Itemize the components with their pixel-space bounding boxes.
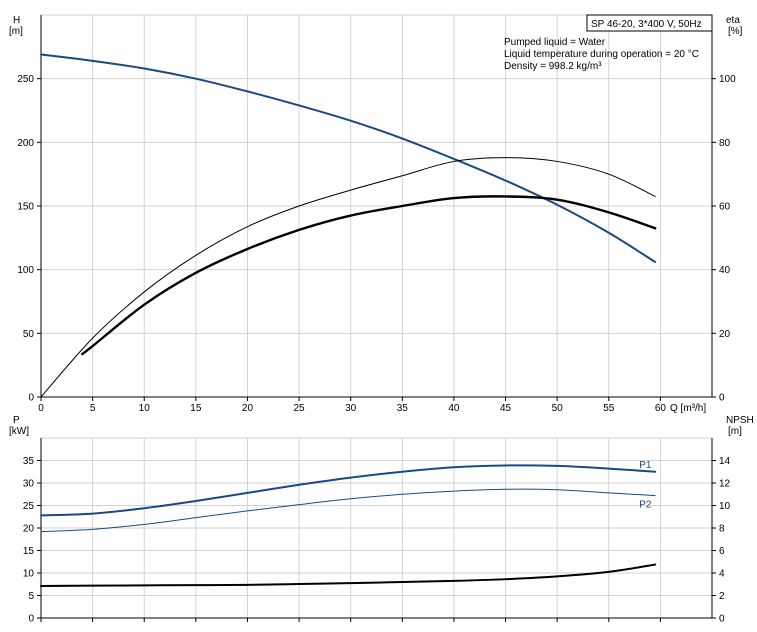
y-left-tick-label: 150 [17, 202, 34, 213]
y-left-tick-label: 15 [23, 546, 35, 557]
y-right-tick-label: 100 [719, 74, 736, 85]
y-left-axis-title: P [13, 415, 20, 426]
y-right-tick-label: 2 [719, 591, 725, 602]
y-right-tick-label: 10 [719, 501, 731, 512]
x-tick-label: 10 [139, 403, 151, 414]
y-right-axis-unit: [%] [728, 26, 743, 37]
series-line-p1 [40, 464, 657, 517]
y-left-axis-unit: [m] [9, 26, 23, 37]
y-left-axis-title: H [13, 15, 20, 26]
info-box [586, 14, 713, 32]
y-left-tick-label: 30 [23, 479, 35, 490]
x-tick-label: 15 [190, 403, 202, 414]
x-tick-label: 45 [500, 403, 512, 414]
y-left-axis-unit: [kW] [9, 426, 29, 437]
x-tick-label: 20 [242, 403, 254, 414]
info-line: Liquid temperature during operation = 20… [504, 49, 699, 60]
series-line-npsh [40, 563, 657, 587]
info-line: Density = 998.2 kg/m³ [504, 61, 602, 72]
y-right-tick-label: 0 [719, 614, 725, 625]
y-right-axis-title: NPSH [726, 415, 754, 426]
y-right-tick-label: 12 [719, 479, 731, 490]
y-right-tick-label: 40 [719, 265, 731, 276]
y-right-tick-label: 4 [719, 569, 725, 580]
y-left-tick-label: 250 [17, 74, 34, 85]
y-left-tick-label: 0 [28, 614, 34, 625]
y-left-tick-label: 5 [28, 591, 34, 602]
x-tick-label: 60 [655, 403, 667, 414]
y-left-tick-label: 200 [17, 138, 34, 149]
x-tick-label: 30 [345, 403, 357, 414]
y-left-tick-label: 25 [23, 501, 35, 512]
y-left-tick-label: 100 [17, 265, 34, 276]
series-line-efficiency-2 [81, 195, 657, 356]
y-left-tick-label: 35 [23, 456, 35, 467]
series-line-p2 [40, 488, 656, 533]
y-right-axis-title: eta [726, 15, 740, 26]
info-line: Pumped liquid = Water [504, 37, 606, 48]
y-right-tick-label: 0 [719, 393, 725, 404]
y-right-axis-unit: [m] [728, 426, 742, 437]
y-left-tick-label: 0 [28, 393, 34, 404]
x-axis-title: Q [m³/h] [670, 403, 706, 414]
x-tick-label: 50 [552, 403, 564, 414]
y-right-tick-label: 6 [719, 546, 725, 557]
info-box-text: SP 46-20, 3*400 V, 50Hz [591, 19, 702, 30]
y-left-tick-label: 10 [23, 569, 35, 580]
y-right-tick-label: 60 [719, 202, 731, 213]
y-right-tick-label: 20 [719, 329, 731, 340]
x-tick-label: 0 [38, 403, 44, 414]
y-right-tick-label: 14 [719, 456, 731, 467]
x-tick-label: 35 [397, 403, 409, 414]
series-line-head [40, 53, 657, 264]
x-tick-label: 55 [603, 403, 615, 414]
x-tick-label: 5 [90, 403, 96, 414]
x-tick-label: 40 [448, 403, 460, 414]
x-tick-label: 25 [294, 403, 306, 414]
y-right-tick-label: 80 [719, 138, 731, 149]
y-left-tick-label: 50 [23, 329, 35, 340]
series-line-efficiency-1 [40, 157, 656, 398]
y-left-tick-label: 20 [23, 524, 35, 535]
y-right-tick-label: 8 [719, 524, 725, 535]
series-label: P1 [639, 460, 652, 471]
series-label: P2 [639, 500, 652, 511]
